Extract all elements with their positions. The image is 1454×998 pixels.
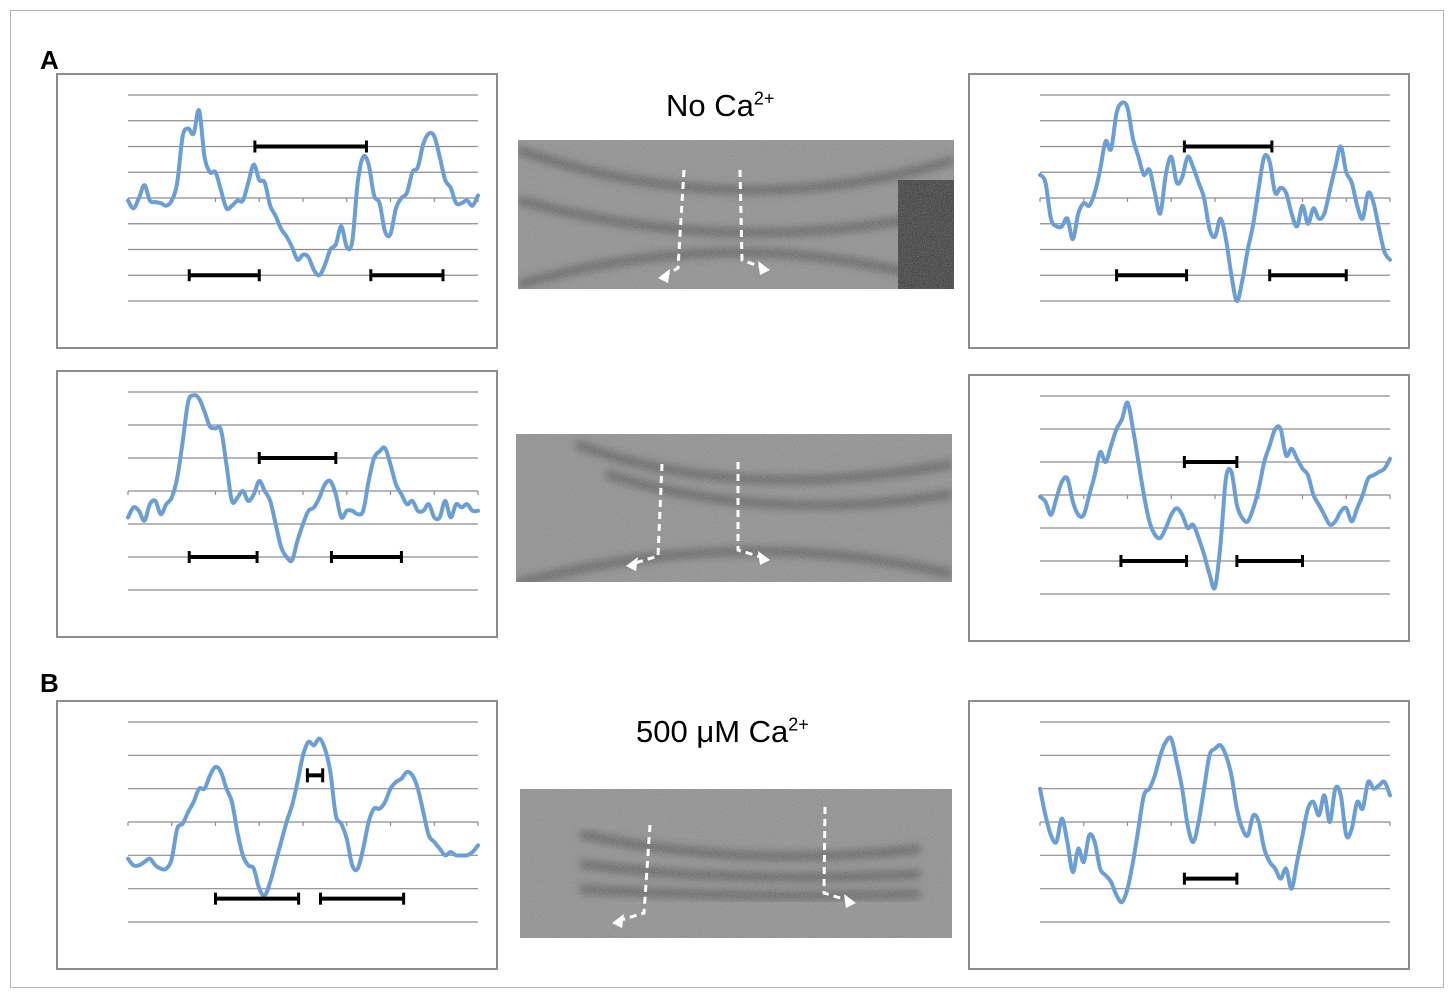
intensity-profile-line [1038, 100, 1392, 304]
intensity-profile-line [1038, 400, 1392, 591]
condition-label-500um-ca-text: 500 μM Ca [636, 714, 789, 749]
bilayer-marker [1119, 555, 1189, 567]
condition-label-500um-ca: 500 μM Ca2+ [636, 714, 809, 750]
intensity-profile-line [126, 393, 480, 564]
intensity-profile-line [1038, 735, 1392, 905]
distance-marker [1182, 140, 1274, 153]
em-image-500um-ca [520, 789, 952, 938]
profile-chart-b1 [56, 700, 498, 970]
profile-chart-b2 [968, 700, 1410, 970]
bilayer-marker [187, 551, 259, 563]
bilayer-marker [319, 892, 406, 905]
chart-svg [126, 391, 480, 591]
dashed-arrow-icon [822, 806, 856, 908]
bilayer-marker [1235, 555, 1304, 567]
intensity-profile-line [126, 108, 480, 278]
bilayer-marker [329, 551, 403, 563]
condition-label-no-ca-sup: 2+ [753, 88, 775, 109]
profile-chart-a1 [56, 73, 498, 349]
dashed-arrow-icon [738, 169, 770, 275]
chart-svg [126, 721, 480, 923]
profile-chart-a3 [56, 370, 498, 638]
condition-label-no-ca-text: No Ca [666, 88, 754, 123]
bilayer-marker [214, 892, 301, 905]
em-image-no-ca-bottom [516, 434, 952, 582]
chart-svg [126, 94, 480, 302]
micrograph [518, 140, 954, 289]
intensity-profile-line [126, 736, 480, 898]
panel-letter-b: B [40, 668, 59, 698]
panel-letter-a: A [40, 45, 59, 75]
distance-marker [253, 140, 368, 153]
bilayer-marker [1115, 269, 1189, 282]
condition-label-no-ca: No Ca2+ [666, 88, 774, 124]
profile-chart-a4 [968, 374, 1410, 642]
micrograph [516, 434, 952, 582]
dashed-arrow-icon [658, 169, 686, 283]
distance-marker [257, 452, 338, 464]
micrograph [520, 789, 952, 938]
condition-label-500um-ca-sup: 2+ [788, 714, 809, 735]
chart-svg [1038, 94, 1392, 304]
dashed-arrow-icon [626, 463, 664, 571]
figure-border [10, 10, 1444, 988]
distance-marker [1182, 456, 1239, 468]
dashed-arrow-icon [736, 462, 770, 565]
chart-svg [1038, 395, 1392, 595]
bilayer-marker [369, 269, 445, 282]
bilayer-marker [1268, 269, 1348, 282]
bilayer-marker [1182, 872, 1239, 885]
profile-chart-a2 [968, 73, 1410, 349]
bilayer-marker [187, 269, 261, 282]
distance-marker [305, 768, 325, 783]
chart-svg [1038, 721, 1392, 923]
em-image-no-ca-top [518, 140, 954, 289]
dashed-arrow-icon [612, 824, 652, 928]
